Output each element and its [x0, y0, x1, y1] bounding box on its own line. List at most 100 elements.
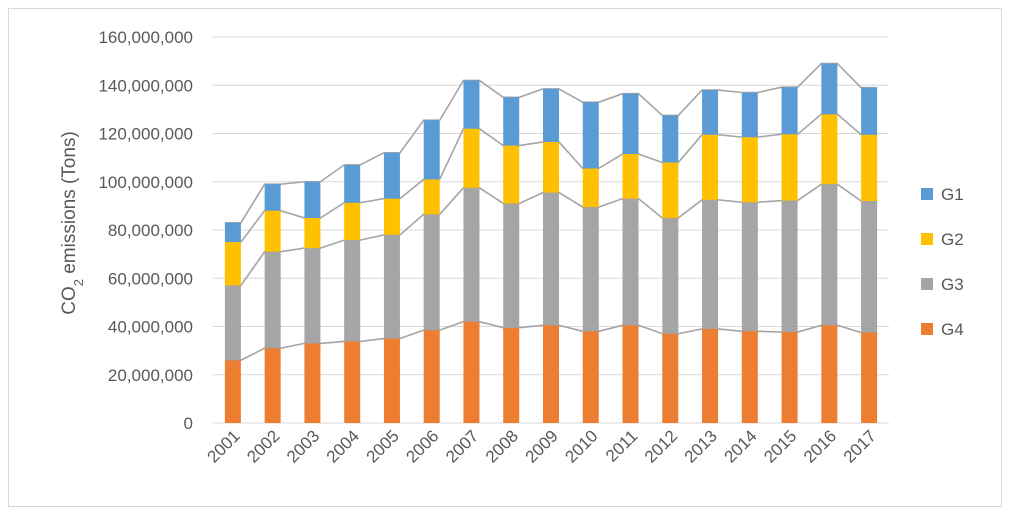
bar-g1-2002	[264, 184, 281, 211]
x-axis-ticks: 2001 2002 2003 2004 2005 2006 2007 2008 2009 2010…	[204, 426, 880, 466]
x-tick-label: 2010	[561, 426, 601, 466]
x-tick-label: 2014	[720, 426, 760, 466]
x-tick-label: 2017	[840, 426, 880, 466]
bar-g4-2005	[383, 338, 400, 423]
bar-g3-2002	[264, 251, 281, 349]
x-tick-label: 2008	[482, 426, 522, 466]
legend-swatch-g1	[921, 188, 933, 200]
bar-g4-2003	[304, 343, 321, 423]
bar-g1-2001	[224, 222, 241, 243]
bar-g2-2016	[821, 114, 838, 185]
legend-label-g2: G2	[941, 230, 964, 249]
bar-g1-2004	[344, 164, 361, 203]
bar-g3-2011	[622, 198, 639, 326]
legend-label-g4: G4	[941, 320, 964, 339]
bar-g2-2002	[264, 210, 281, 252]
y-tick-label: 0	[184, 414, 193, 433]
bar-g2-2013	[702, 134, 719, 200]
stacked-bar-chart: 0 20,000,000 40,000,000 60,000,000 80,000,00…	[59, 28, 964, 467]
bar-g3-2008	[503, 203, 520, 328]
bar-g3-2009	[543, 192, 559, 326]
bar-g3-2005	[383, 234, 400, 339]
bar-g1-2010	[582, 102, 599, 169]
bar-g4-2004	[344, 341, 361, 423]
bar-g1-2014	[741, 92, 758, 138]
y-axis-title: CO2 emissions (Tons)	[59, 131, 86, 315]
bar-g4-2009	[543, 325, 559, 423]
y-tick-label: 40,000,000	[108, 318, 193, 337]
bar-g4-2016	[821, 325, 838, 423]
bar-g4-2012	[662, 333, 679, 423]
legend-swatch-g2	[921, 233, 933, 245]
bar-g2-2009	[543, 141, 559, 193]
x-tick-label: 2011	[602, 426, 641, 465]
y-tick-label: 80,000,000	[108, 221, 193, 240]
bar-g4-2006	[423, 330, 440, 423]
bar-g1-2008	[503, 97, 520, 146]
bar-g4-2017	[861, 332, 878, 423]
bar-g3-2004	[344, 240, 361, 342]
bar-g3-2015	[781, 200, 798, 333]
bar-g2-2010	[582, 168, 599, 208]
legend-label-g1: G1	[941, 185, 964, 204]
bar-g1-2007	[463, 80, 480, 129]
y-tick-label: 140,000,000	[98, 76, 193, 95]
bar-g1-2017	[861, 87, 878, 135]
bar-g2-2015	[781, 134, 798, 201]
bar-g3-2010	[582, 207, 599, 332]
bar-g3-2007	[463, 187, 480, 322]
bar-g4-2001	[224, 360, 241, 423]
bar-g2-2005	[383, 198, 400, 235]
x-tick-label: 2012	[641, 426, 681, 466]
x-tick-label: 2009	[522, 426, 562, 466]
y-tick-label: 60,000,000	[108, 269, 193, 288]
bar-g2-2001	[224, 242, 241, 286]
bar-g3-2017	[861, 201, 878, 333]
bar-g3-2016	[821, 184, 838, 326]
bar-g2-2007	[463, 128, 480, 188]
bar-g1-2006	[423, 120, 440, 180]
bar-g2-2006	[423, 179, 440, 215]
legend: G1 G2 G3 G4	[921, 185, 964, 339]
x-tick-label: 2001	[204, 426, 244, 466]
bar-g3-2012	[662, 217, 679, 334]
x-tick-label: 2016	[800, 426, 840, 466]
bar-g4-2002	[264, 348, 281, 423]
bar-g2-2003	[304, 217, 321, 249]
bar-g1-2009	[543, 88, 559, 142]
bar-g2-2012	[662, 162, 679, 218]
y-tick-label: 120,000,000	[98, 125, 193, 144]
bar-g1-2015	[781, 87, 798, 135]
bar-g2-2014	[741, 137, 758, 203]
bar-g2-2008	[503, 145, 520, 204]
x-tick-label: 2015	[760, 426, 800, 466]
legend-swatch-g3	[921, 278, 933, 290]
y-tick-label: 160,000,000	[98, 28, 193, 47]
bar-g1-2011	[622, 93, 639, 155]
x-tick-label: 2004	[323, 426, 363, 466]
bar-g1-2016	[821, 63, 838, 115]
bar-g2-2011	[622, 154, 639, 199]
bar-g4-2007	[463, 321, 480, 423]
bar-g3-2003	[304, 248, 321, 344]
bar-g2-2004	[344, 202, 361, 241]
y-tick-label: 100,000,000	[98, 173, 193, 192]
bar-g1-2013	[702, 90, 719, 135]
bar-g4-2013	[702, 328, 719, 423]
bar-g4-2010	[582, 331, 599, 423]
chart-frame: 0 20,000,000 40,000,000 60,000,000 80,000,00…	[8, 8, 1002, 507]
y-tick-label: 20,000,000	[108, 366, 193, 385]
x-tick-label: 2002	[243, 426, 283, 466]
bar-g4-2015	[781, 332, 798, 423]
x-tick-label: 2006	[402, 426, 442, 466]
x-tick-label: 2003	[283, 426, 323, 466]
bars	[224, 63, 878, 423]
x-tick-label: 2005	[363, 426, 403, 466]
x-tick-label: 2007	[442, 426, 482, 466]
bar-g1-2012	[662, 115, 679, 163]
x-tick-label: 2013	[681, 426, 721, 466]
y-axis-ticks: 0 20,000,000 40,000,000 60,000,000 80,000,00…	[98, 28, 193, 433]
bar-g4-2008	[503, 327, 520, 423]
bar-g4-2011	[622, 325, 639, 423]
bar-g3-2013	[702, 199, 719, 329]
